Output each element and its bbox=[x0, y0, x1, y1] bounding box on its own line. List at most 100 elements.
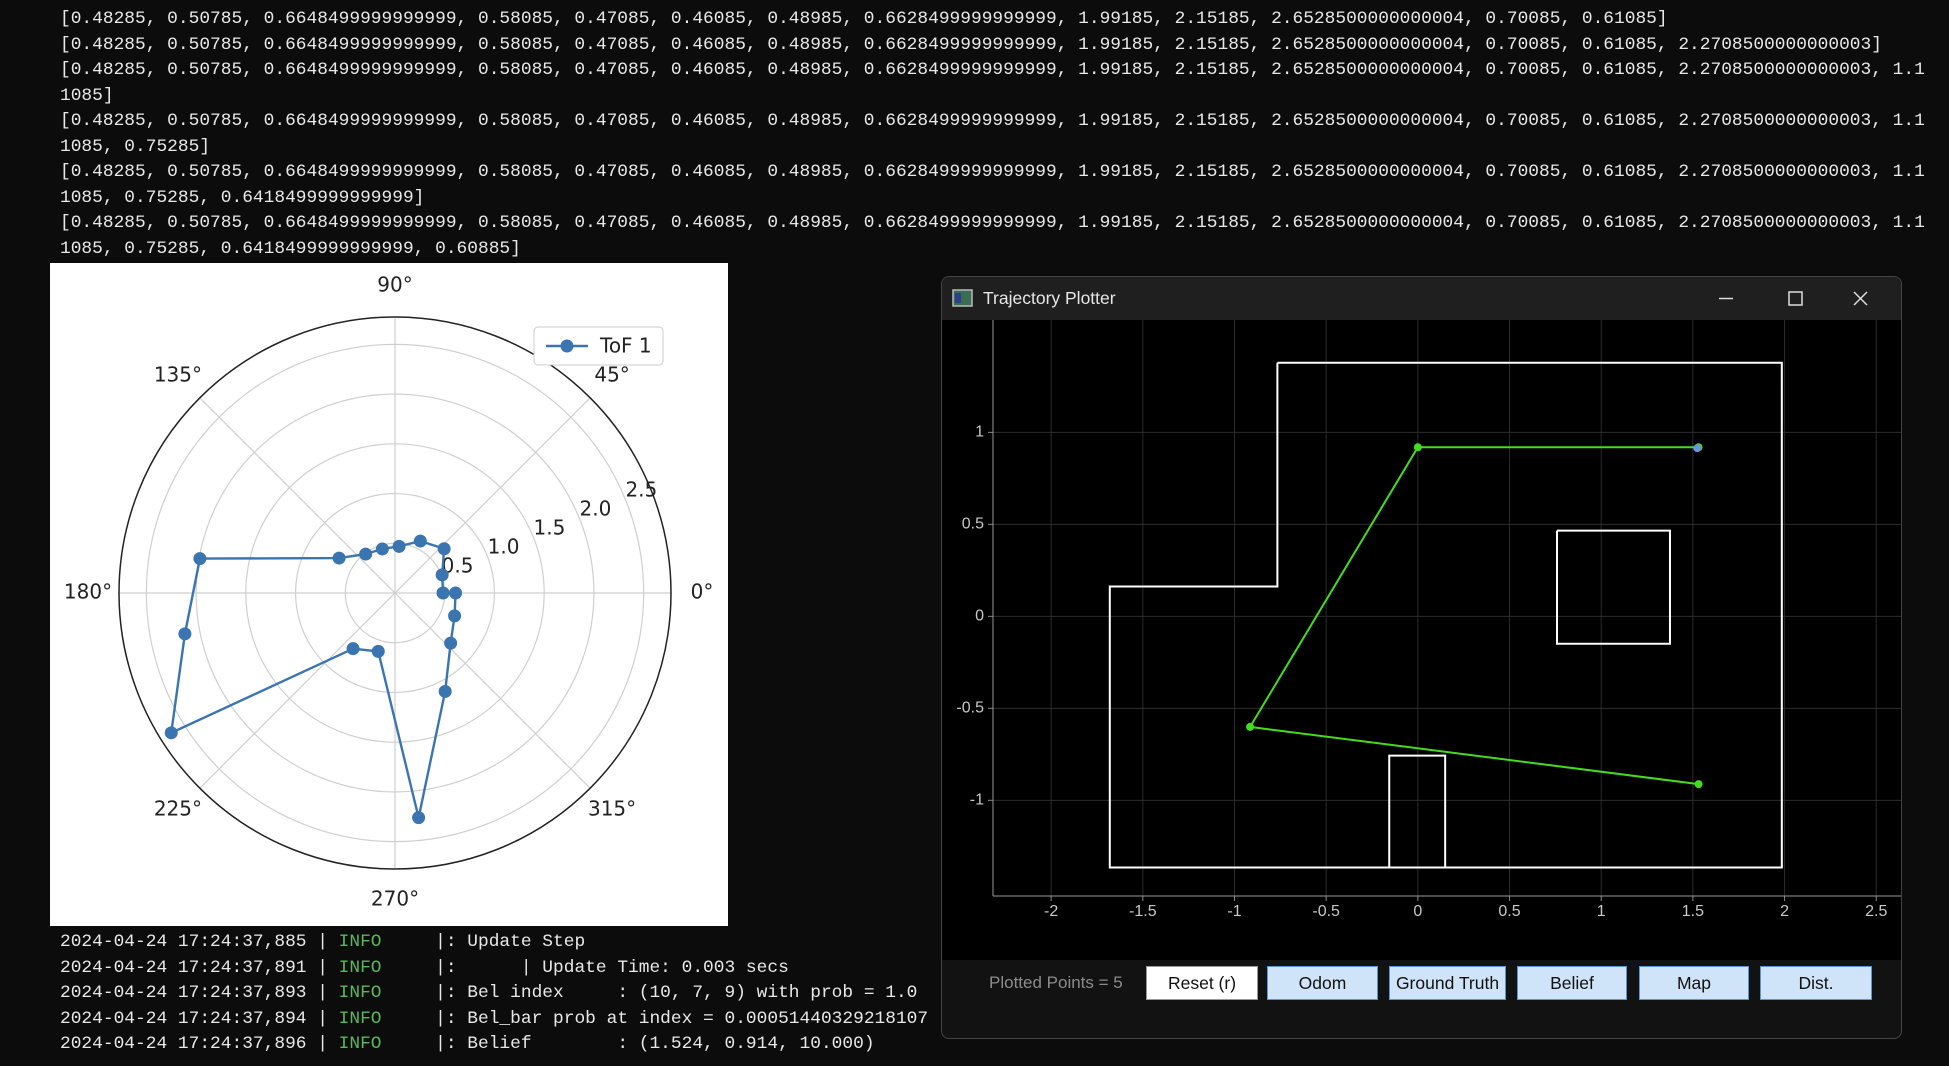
polar-figure: 0° 45° 90° 135° 180° 225° 270° 315° 0.5 1.0 1.5 2.0… bbox=[50, 263, 728, 926]
radial-tick-label: 2.5 bbox=[625, 477, 657, 501]
window-title: Trajectory Plotter bbox=[983, 288, 1116, 308]
angular-grid-line bbox=[199, 592, 396, 789]
x-tick-label: 2.5 bbox=[1865, 903, 1887, 920]
polar-point bbox=[438, 684, 452, 698]
radial-tick-label: 2.0 bbox=[580, 496, 612, 520]
log-message: |: Update Step bbox=[381, 932, 586, 952]
polar-point bbox=[436, 586, 450, 600]
radial-tick-label: 1.5 bbox=[534, 516, 566, 540]
terminal-line: [0.48285, 0.50785, 0.6648499999999999, 0… bbox=[60, 213, 1925, 259]
polar-point bbox=[435, 568, 449, 582]
terminal-line: [0.48285, 0.50785, 0.6648499999999999, 0… bbox=[60, 60, 1925, 106]
maximize-button[interactable] bbox=[1788, 291, 1803, 306]
map-wall bbox=[1556, 529, 1671, 645]
polar-point bbox=[448, 609, 462, 623]
polar-frame bbox=[118, 316, 672, 870]
trajectory-point bbox=[1246, 722, 1255, 731]
title-icons bbox=[952, 289, 1868, 307]
plot-background bbox=[942, 320, 1901, 960]
polar-point bbox=[375, 542, 389, 556]
polar-line bbox=[169, 539, 457, 818]
terminal-line: [0.48285, 0.50785, 0.6648499999999999, 0… bbox=[60, 34, 1882, 55]
polar-point bbox=[413, 534, 427, 548]
map-wall bbox=[1388, 754, 1447, 868]
plotter-window: Trajectory Plotter -2 -1.5 -1 -0.5 0 0.5 1 1.5 2… bbox=[941, 276, 1902, 1039]
log-message: |: Bel index : (10, 7, 9) with prob = 1.… bbox=[381, 983, 918, 1003]
log-message: |: Bel_bar prob at index = 0.00051440329… bbox=[381, 1008, 929, 1029]
polar-point bbox=[412, 811, 426, 825]
legend-box bbox=[533, 326, 664, 366]
toolbar-button[interactable]: Odom bbox=[1267, 966, 1378, 1000]
polar-point bbox=[332, 551, 346, 565]
toolbar-button[interactable]: Map bbox=[1639, 966, 1749, 1000]
plotted-points-status: Plotted Points = 5 bbox=[989, 973, 1123, 992]
log-time: 2024-04-24 17:24:37,896 | bbox=[60, 1034, 339, 1054]
angular-grid-line bbox=[199, 397, 396, 594]
x-tick-label: 1.5 bbox=[1682, 903, 1704, 920]
angular-grid-line bbox=[394, 397, 591, 594]
close-button[interactable] bbox=[1853, 291, 1868, 306]
log-line: 2024-04-24 17:24:37,891 | INFO |: | Upda… bbox=[60, 956, 928, 982]
angle-tick-label: 270° bbox=[371, 887, 419, 911]
terminal-line: [0.48285, 0.50785, 0.6648499999999999, 0… bbox=[60, 9, 1668, 29]
x-tick-label: 2 bbox=[1780, 903, 1789, 920]
toolbar-button[interactable]: Reset (r) bbox=[1146, 966, 1258, 1000]
angle-tick-label: 90° bbox=[377, 273, 412, 297]
angular-grid-line bbox=[394, 592, 591, 789]
polar-point bbox=[444, 636, 458, 650]
polar-point bbox=[437, 542, 451, 556]
polar-point bbox=[449, 586, 463, 600]
x-tick-label: 0 bbox=[1413, 903, 1422, 920]
x-tick-label: -2 bbox=[1044, 903, 1058, 920]
polar-point bbox=[164, 726, 178, 740]
app-icon-part bbox=[955, 293, 961, 303]
x-tick-label: 0.5 bbox=[1498, 903, 1520, 920]
trajectory-line bbox=[1248, 446, 1699, 786]
terminal-output: [0.48285, 0.50785, 0.6648499999999999, 0… bbox=[60, 7, 1925, 262]
angle-tick-label: 180° bbox=[64, 580, 112, 604]
polar-chart: 0°45°90°135°180°225°270°315°0.51.01.52.0… bbox=[64, 273, 714, 911]
polar-point bbox=[346, 642, 360, 656]
polar-point bbox=[392, 539, 406, 553]
angle-tick-label: 135° bbox=[154, 362, 202, 386]
log-time: 2024-04-24 17:24:37,893 | bbox=[60, 983, 339, 1003]
y-tick-label: -1 bbox=[970, 792, 984, 809]
log-time: 2024-04-24 17:24:37,885 | bbox=[60, 932, 339, 952]
map-wall bbox=[1108, 361, 1783, 869]
belief-point bbox=[1693, 444, 1702, 453]
polar-point bbox=[359, 547, 373, 561]
log-level: INFO bbox=[338, 1034, 382, 1054]
legend-marker bbox=[560, 339, 574, 353]
log-output: 2024-04-24 17:24:37,885 | INFO |: Update… bbox=[60, 930, 928, 1058]
log-level: INFO bbox=[338, 1008, 382, 1029]
y-tick-label: -0.5 bbox=[956, 700, 984, 717]
polar-point bbox=[193, 552, 207, 566]
y-tick-label: 0.5 bbox=[962, 516, 984, 533]
y-tick-label: 1 bbox=[975, 424, 984, 441]
log-level: INFO bbox=[338, 983, 382, 1003]
polar-point bbox=[371, 644, 385, 658]
polar-point bbox=[178, 627, 192, 641]
log-line: 2024-04-24 17:24:37,894 | INFO |: Bel_ba… bbox=[60, 1007, 928, 1033]
title-bar: Trajectory Plotter bbox=[942, 277, 1901, 320]
log-level: INFO bbox=[338, 957, 382, 978]
log-level: INFO bbox=[338, 932, 382, 952]
angle-tick-label: 315° bbox=[588, 797, 636, 821]
angle-tick-label: 0° bbox=[691, 580, 714, 604]
x-tick-label: -0.5 bbox=[1312, 903, 1340, 920]
terminal-line: [0.48285, 0.50785, 0.6648499999999999, 0… bbox=[60, 162, 1925, 208]
legend-label: ToF 1 bbox=[599, 334, 652, 358]
log-line: 2024-04-24 17:24:37,893 | INFO |: Bel in… bbox=[60, 981, 928, 1007]
x-tick-label: -1 bbox=[1227, 903, 1241, 920]
trajectory-point bbox=[1694, 780, 1703, 789]
terminal-line: [0.48285, 0.50785, 0.6648499999999999, 0… bbox=[60, 111, 1925, 157]
log-message: |: Belief : (1.524, 0.914, 10.000) bbox=[381, 1034, 875, 1054]
log-time: 2024-04-24 17:24:37,894 | bbox=[60, 1008, 339, 1029]
toolbar-button[interactable]: Belief bbox=[1517, 966, 1627, 1000]
toolbar-button[interactable]: Dist. bbox=[1760, 966, 1872, 1000]
radial-tick-label: 1.0 bbox=[488, 535, 520, 559]
angle-tick-label: 225° bbox=[154, 797, 202, 821]
toolbar-button[interactable]: Ground Truth bbox=[1389, 966, 1506, 1000]
x-tick-label: -1.5 bbox=[1129, 903, 1157, 920]
